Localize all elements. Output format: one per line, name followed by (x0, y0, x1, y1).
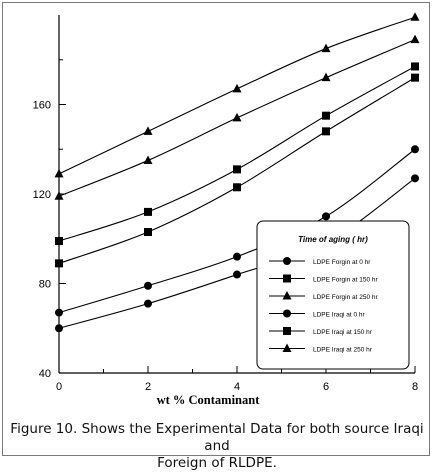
data-point-triangle (54, 168, 64, 178)
x-axis-label: wt % Contaminant (157, 393, 261, 407)
series-line (58, 65, 416, 242)
data-point-square (144, 207, 152, 216)
series-1 (55, 145, 419, 317)
caption-line-2: Foreign of RLDPE. (157, 455, 277, 471)
data-point-triangle (232, 83, 242, 93)
legend-entry-label: LDPE Iraqi at 0 hr (313, 312, 365, 319)
legend-title: Time of aging ( hr) (298, 235, 368, 244)
data-point-circle (411, 145, 419, 154)
x-tick-label: 4 (234, 381, 240, 393)
data-point-triangle (54, 191, 64, 200)
legend-entry-label: LDPE Forgin at 0 hr (313, 259, 371, 266)
data-point-square (322, 111, 330, 120)
data-point-triangle (143, 126, 153, 135)
y-tick-label: 40 (39, 368, 51, 380)
data-point-circle (233, 252, 241, 261)
data-point-circle (411, 174, 419, 183)
data-point-triangle (232, 112, 242, 122)
legend-box (256, 220, 410, 370)
data-point-square (322, 127, 330, 136)
data-point-square (411, 73, 419, 82)
series-5 (55, 73, 419, 268)
series-2 (55, 62, 419, 245)
data-point-circle (322, 212, 330, 221)
series-layer (54, 12, 420, 333)
figure-caption: Figure 10. Shows the Experimental Data f… (3, 421, 431, 472)
legend-entry-label: LDPE Forgin at 250 hr (313, 294, 379, 301)
data-point-circle (55, 308, 63, 317)
legend-entry-label: LDPE Forgin at 150 hr (313, 277, 379, 284)
legend-marker-circle (283, 309, 291, 318)
x-tick-label: 6 (323, 381, 329, 393)
x-tick-label: 2 (145, 381, 151, 393)
legend: Time of aging ( hr) LDPE Forgin at 0 hr LD… (256, 220, 410, 370)
x-tick-label: 8 (412, 381, 418, 393)
data-point-triangle (321, 43, 331, 53)
y-tick-label: 160 (33, 100, 51, 112)
data-point-circle (144, 299, 152, 308)
legend-marker-triangle (282, 343, 292, 352)
x-tick-label: 0 (56, 381, 62, 393)
data-point-triangle (410, 12, 420, 21)
data-point-circle (233, 270, 241, 279)
legend-entry-label: LDPE Iraqi at 150 hr (313, 329, 373, 336)
chart: 0 2 4 6 8 40 80 120 160 wt % Contaminant Time of… (33, 12, 420, 407)
data-point-square (144, 228, 152, 237)
axis-ticks: 0 2 4 6 8 40 80 120 160 (33, 59, 418, 393)
data-point-circle (55, 324, 63, 333)
data-point-square (411, 62, 419, 71)
legend-marker-circle (283, 257, 291, 265)
data-point-triangle (143, 155, 153, 164)
legend-entry-label: LDPE Iraqi at 250 hr (313, 347, 373, 354)
data-point-square (55, 259, 63, 268)
legend-marker-square (283, 274, 291, 283)
legend-marker-square (283, 327, 291, 335)
data-point-triangle (410, 34, 420, 44)
data-point-circle (144, 281, 152, 290)
series-6 (54, 34, 420, 200)
y-tick-label: 120 (33, 189, 51, 201)
data-point-square (55, 236, 63, 245)
series-3 (54, 12, 420, 178)
data-point-triangle (321, 72, 331, 82)
data-point-square (233, 183, 241, 192)
y-tick-label: 80 (39, 279, 51, 291)
data-point-square (233, 165, 241, 174)
legend-marker-triangle (282, 291, 292, 300)
caption-line-1: Figure 10. Shows the Experimental Data f… (10, 421, 424, 454)
figure-frame: 0 2 4 6 8 40 80 120 160 wt % Contaminant Time of… (2, 2, 430, 471)
